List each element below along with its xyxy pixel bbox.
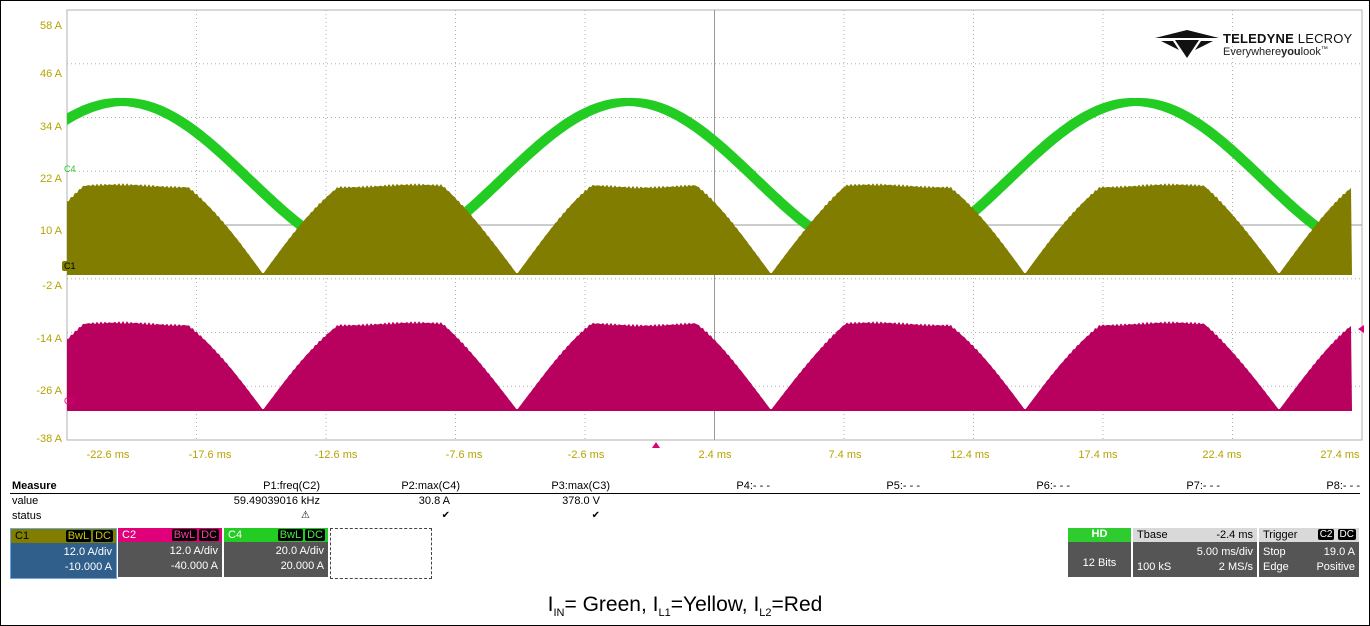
c4-dc-badge: DC xyxy=(305,529,325,541)
c4-vdiv: 20.0 A/div xyxy=(275,545,324,557)
figure-caption: IIN= Green, IL1=Yellow, IL2=Red xyxy=(547,593,823,620)
c2-header: C2 BwL DC xyxy=(118,528,222,542)
timebase-delay: -2.4 ms xyxy=(1216,529,1253,541)
y-tick: 10 A xyxy=(39,225,62,237)
logo-tagline: Everywhereyoulook™ xyxy=(1223,46,1328,58)
c4-bwl-badge: BwL xyxy=(277,529,304,541)
hd-mode-box[interactable]: HD 12 Bits xyxy=(1068,528,1131,577)
c1-vdiv: 12.0 A/div xyxy=(63,546,112,558)
channel-c1-descriptor[interactable]: C1 BwL DC 12.0 A/div -10.000 A xyxy=(10,528,117,579)
c4-name: C4 xyxy=(228,529,243,541)
y-tick: 58 A xyxy=(39,20,62,32)
teledyne-lecroy-logo: TELEDYNE LECROY Everywhereyoulook™ xyxy=(1155,28,1365,68)
c2-bwl-badge: BwL xyxy=(171,529,198,541)
trigger-label: Trigger xyxy=(1263,529,1298,541)
timebase-box[interactable]: Tbase -2.4 ms 5.00 ms/div 100 kS 2 MS/s xyxy=(1133,528,1257,577)
trigger-level: 19.0 A xyxy=(1323,546,1355,558)
trigger-type: Edge xyxy=(1263,561,1289,573)
waveform-c4-green xyxy=(67,97,1351,261)
measure-p2-value: 30.8 A xyxy=(418,495,450,507)
x-tick: -17.6 ms xyxy=(188,449,232,461)
timebase-header: Tbase -2.4 ms xyxy=(1133,528,1257,542)
timebase-samples: 100 kS xyxy=(1137,561,1172,573)
c2-offset-marker: C2 xyxy=(64,396,76,406)
measure-p1-status-warning-icon: ⚠ xyxy=(301,510,310,521)
c1-offset-marker: C1 xyxy=(62,261,78,271)
measure-header-row: Measure P1:freq(C2) P2:max(C4) P3:max(C3… xyxy=(10,480,1360,493)
teledyne-logo-icon xyxy=(1155,30,1219,58)
hd-bits: 12 Bits xyxy=(1082,557,1117,569)
timebase-rate: 2 MS/s xyxy=(1218,561,1253,573)
measure-title[interactable]: Measure xyxy=(12,480,57,492)
x-tick: 17.4 ms xyxy=(1078,449,1118,461)
measure-p2-status-check-icon: ✔ xyxy=(441,510,450,521)
measure-divider xyxy=(10,493,1360,494)
y-tick: -26 A xyxy=(36,385,62,397)
x-tick: -22.6 ms xyxy=(86,449,130,461)
waveform-c2-red xyxy=(67,321,1352,411)
x-tick: 12.4 ms xyxy=(950,449,990,461)
c1-offset: -10.000 A xyxy=(64,561,112,573)
measure-p8-name[interactable]: P8:- - - xyxy=(1326,480,1360,492)
y-tick: 34 A xyxy=(39,121,62,133)
x-tick: -7.6 ms xyxy=(445,449,483,461)
channel-c2-descriptor[interactable]: C2 BwL DC 12.0 A/div -40.000 A xyxy=(118,528,222,577)
c1-header: C1 BwL DC xyxy=(11,529,116,543)
trigger-slope: Positive xyxy=(1316,561,1355,573)
timebase-tdiv: 5.00 ms/div xyxy=(1196,546,1253,558)
trigger-coupling-badge: DC xyxy=(1337,529,1356,540)
measure-status-label: status xyxy=(12,510,42,522)
trigger-box[interactable]: Trigger C2 DC Stop 19.0 A Edge Positive xyxy=(1259,528,1359,577)
scope-waveform-display xyxy=(66,9,1364,448)
waveform-c2-band xyxy=(67,321,1352,410)
y-tick: -2 A xyxy=(42,280,62,292)
c2-vdiv: 12.0 A/div xyxy=(169,545,218,557)
channel-c4-descriptor[interactable]: C4 BwL DC 20.0 A/div 20.000 A xyxy=(224,528,328,577)
c4-offset-marker: C4 xyxy=(64,164,76,174)
measure-p4-name[interactable]: P4:- - - xyxy=(736,480,770,492)
c4-header: C4 BwL DC xyxy=(224,528,328,542)
c2-dc-badge: DC xyxy=(199,529,219,541)
c1-dc-badge: DC xyxy=(93,530,113,542)
x-tick: 27.4 ms xyxy=(1320,449,1360,461)
measure-p1-name[interactable]: P1:freq(C2) xyxy=(263,480,320,492)
c4-offset: 20.000 A xyxy=(280,560,324,572)
measure-p7-name[interactable]: P7:- - - xyxy=(1186,480,1220,492)
x-tick: 7.4 ms xyxy=(828,449,862,461)
measure-p5-name[interactable]: P5:- - - xyxy=(886,480,920,492)
y-tick: 46 A xyxy=(39,68,62,80)
measure-status-row: status ⚠ ✔ ✔ xyxy=(10,510,1360,523)
measure-value-label: value xyxy=(12,495,39,507)
trigger-header: Trigger C2 DC xyxy=(1259,528,1359,542)
timebase-label: Tbase xyxy=(1137,529,1168,541)
waveform-c1-yellow xyxy=(67,183,1352,275)
x-tick: -2.6 ms xyxy=(567,449,605,461)
hd-label: HD xyxy=(1068,528,1131,542)
measure-p1-value: 59.49039016 kHz xyxy=(233,495,320,507)
y-tick: 22 A xyxy=(39,173,62,185)
measure-p6-name[interactable]: P6:- - - xyxy=(1036,480,1070,492)
y-tick: -38 A xyxy=(36,433,62,445)
measure-p2-name[interactable]: P2:max(C4) xyxy=(401,480,460,492)
x-tick: 22.4 ms xyxy=(1202,449,1242,461)
measure-value-row: value 59.49039016 kHz 30.8 A 378.0 V xyxy=(10,495,1360,508)
empty-channel-slot[interactable] xyxy=(330,528,432,579)
trigger-level-marker xyxy=(1358,325,1364,333)
logo-brand: TELEDYNE LECROY xyxy=(1223,31,1353,46)
trigger-source-badge: C2 xyxy=(1317,529,1335,540)
c1-name: C1 xyxy=(15,530,30,542)
y-tick: -14 A xyxy=(36,333,62,345)
c2-offset: -40.000 A xyxy=(170,560,218,572)
waveform-c1-band xyxy=(67,183,1352,274)
x-tick: -12.6 ms xyxy=(314,449,358,461)
measure-p3-status-check-icon: ✔ xyxy=(591,510,600,521)
trigger-mode: Stop xyxy=(1263,546,1286,558)
trigger-position-marker xyxy=(652,442,660,448)
c2-name: C2 xyxy=(122,529,137,541)
x-tick: 2.4 ms xyxy=(698,449,732,461)
c1-bwl-badge: BwL xyxy=(65,530,92,542)
measure-p3-name[interactable]: P3:max(C3) xyxy=(551,480,610,492)
measure-p3-value: 378.0 V xyxy=(562,495,600,507)
waveform-c4-band xyxy=(67,97,1351,261)
